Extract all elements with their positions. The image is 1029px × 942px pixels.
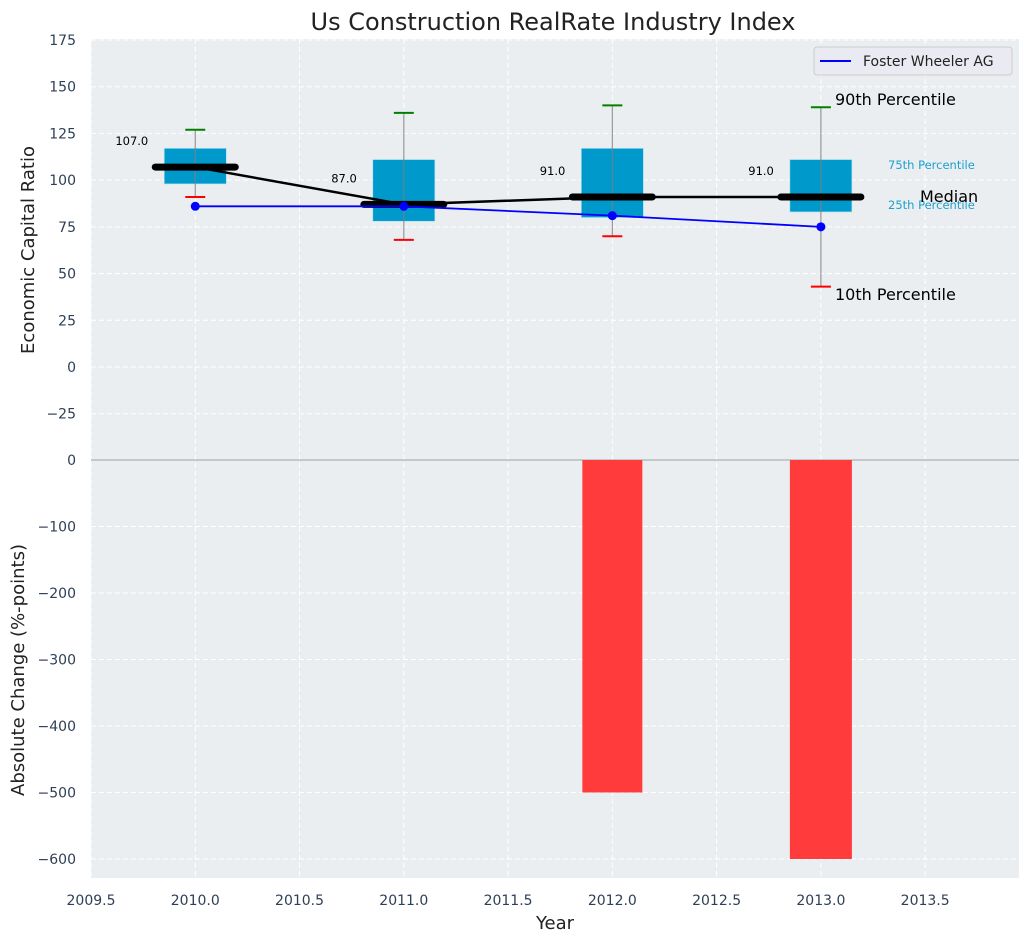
bottom-y-tick-label: −600 (38, 852, 76, 868)
series-point-2012 (607, 211, 617, 221)
x-tick-label: 2013.0 (796, 893, 845, 909)
top-y-tick-label: 50 (58, 267, 76, 283)
top-y-tick-label: −25 (46, 407, 76, 423)
x-tick-label: 2012.0 (588, 893, 637, 909)
bottom-y-axis-title: Absolute Change (%-points) (8, 544, 29, 796)
bars-layer (582, 460, 852, 859)
bottom-plot-background (91, 460, 1019, 878)
bottom-y-tick-label: −500 (38, 786, 76, 802)
annotations: 90th Percentile 75th Percentile 25th Per… (835, 90, 978, 304)
series-point-2011 (399, 201, 409, 211)
bottom-y-tick-label: −300 (38, 653, 76, 669)
x-tick-label: 2013.5 (901, 893, 950, 909)
series-layer (190, 201, 826, 232)
x-tick-label: 2011.0 (379, 893, 428, 909)
top-y-axis-title: Economic Capital Ratio (18, 146, 39, 354)
bottom-y-tick-label: −400 (38, 719, 76, 735)
annotation-90th: 90th Percentile (835, 90, 956, 109)
median-trend-line (195, 165, 821, 206)
median-label-2012: 91.0 (540, 164, 566, 178)
median-label-2013: 91.0 (748, 164, 774, 178)
series-point-2013 (816, 222, 826, 232)
top-y-tick-label: 150 (49, 80, 76, 96)
x-tick-label: 2009.5 (67, 893, 116, 909)
bottom-y-tick-label: −200 (38, 586, 76, 602)
annotation-75th: 75th Percentile (888, 158, 975, 172)
chart-title: Us Construction RealRate Industry Index (311, 8, 796, 36)
legend-label-foster-wheeler: Foster Wheeler AG (863, 54, 994, 70)
series-line-foster-wheeler (195, 205, 821, 228)
change-bar-2012 (582, 460, 643, 793)
change-bar-2013 (789, 460, 852, 859)
top-y-tick-label: 100 (49, 173, 76, 189)
x-axis-title: Year (535, 913, 575, 934)
legend-box (813, 46, 1013, 76)
top-y-tick-label: 125 (49, 126, 76, 142)
annotation-10th: 10th Percentile (835, 285, 956, 304)
x-tick-label: 2010.5 (275, 893, 324, 909)
x-tick-label: 2011.5 (484, 893, 533, 909)
top-y-tick-label: 75 (58, 220, 76, 236)
top-y-tick-label: 0 (67, 360, 76, 376)
annotation-median: Median (920, 187, 978, 206)
median-label-2010: 107.0 (115, 134, 148, 148)
median-layer: 107.0 87.0 91.0 91.0 (115, 134, 865, 208)
x-tick-label: 2010.0 (171, 893, 220, 909)
annotation-25th: 25th Percentile (888, 198, 975, 212)
top-y-tick-label: 25 (58, 313, 76, 329)
median-label-2011: 87.0 (331, 171, 357, 185)
x-tick-label: 2012.5 (692, 893, 741, 909)
tick-labels: 2009.5 2010.0 2010.5 2011.0 2011.5 2012.0 2012… (38, 33, 950, 909)
series-point-2010 (190, 201, 200, 211)
top-y-tick-label: 175 (49, 33, 76, 49)
bottom-y-tick-label: 0 (67, 453, 76, 469)
legend: Foster Wheeler AG (813, 46, 1013, 76)
top-plot-background (91, 39, 1019, 460)
bottom-y-tick-label: −100 (38, 520, 76, 536)
